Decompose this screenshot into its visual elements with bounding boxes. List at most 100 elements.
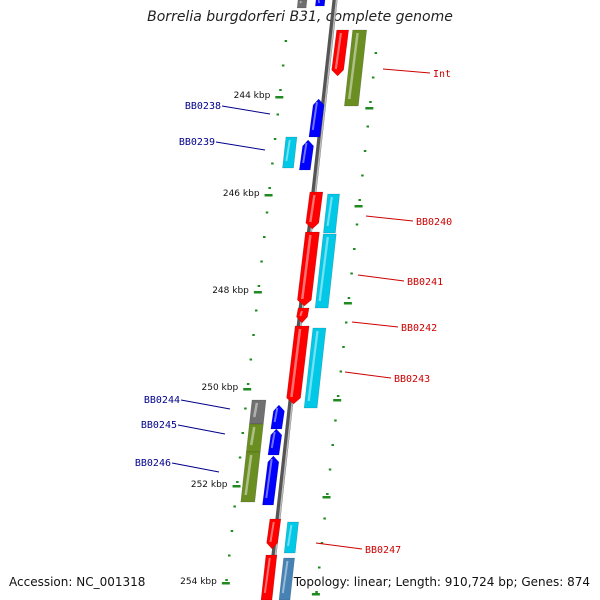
gene-int-red[interactable] (331, 29, 349, 77)
gene-bb0247-red-sheen (269, 521, 275, 543)
gene-bb0247-cyan-sheen (287, 524, 293, 547)
gene-bottom-steel[interactable] (278, 557, 295, 600)
gene-label-bb0239[interactable]: BB0239 (179, 137, 215, 148)
kbp-tick-mark (275, 96, 284, 99)
gene-top-gray[interactable] (296, 0, 308, 9)
left-track-tick (276, 113, 280, 116)
gene-int-olive[interactable] (344, 29, 367, 107)
gene-bb0241-cyan-sheen (318, 236, 329, 302)
gene-label-bb0245[interactable]: BB0245 (141, 420, 177, 431)
kbp-tick-mark-right (343, 302, 352, 305)
right-track-tick (371, 76, 375, 79)
right-track-tick (363, 150, 367, 152)
gene-int-red-sheen (334, 32, 342, 70)
right-track-tick (350, 272, 353, 275)
gene-bb0243-red[interactable] (286, 325, 310, 405)
left-track-tick (241, 432, 244, 434)
gene-bb0243-cyan-sheen (307, 330, 319, 402)
gene-top-blue[interactable] (315, 0, 326, 7)
right-track-tick (323, 517, 326, 520)
gene-bb0245-olive-sheen (249, 426, 256, 446)
gene-bb0238[interactable] (308, 98, 325, 138)
gene-bb0247-red[interactable] (266, 518, 282, 550)
gene-bottom-steel-sheen (281, 560, 289, 594)
right-track-tick (331, 444, 334, 446)
left-track-tick (257, 285, 261, 287)
left-track-tick (233, 505, 236, 508)
right-track-tick (334, 419, 337, 422)
left-track-tick (279, 89, 282, 91)
right-track-tick (326, 493, 329, 495)
gene-label-bb0242[interactable]: BB0242 (401, 323, 437, 334)
accession-text: Accession: NC_001318 (9, 575, 146, 589)
gene-bb0245-blue[interactable] (267, 428, 283, 456)
gene-label-int[interactable]: Int (433, 69, 451, 80)
left-track-tick (246, 383, 250, 385)
gene-bb0240-red[interactable] (305, 191, 324, 230)
gene-bb0240-red-sheen (309, 194, 316, 223)
kbp-tick-label: 246 kbp (223, 189, 260, 199)
gene-label-bb0240[interactable]: BB0240 (416, 217, 452, 228)
kbp-tick-label: 252 kbp (191, 480, 228, 490)
gene-label-bb0243[interactable]: BB0243 (394, 374, 430, 385)
right-track-tick (353, 248, 356, 250)
gene-bb0242-red[interactable] (296, 307, 310, 324)
gene-bb0243-cyan[interactable] (303, 327, 327, 409)
label-leader-line (180, 399, 231, 410)
kbp-tick-label: 248 kbp (212, 286, 249, 296)
right-track-tick (374, 52, 378, 54)
kbp-tick-label: 244 kbp (234, 91, 271, 101)
gene-bb0241-red-sheen (300, 234, 312, 300)
leader-layer (171, 68, 431, 550)
gene-layer (240, 0, 367, 600)
right-track-tick (369, 101, 372, 103)
right-track-tick (328, 468, 332, 471)
kbp-tick-label: 250 kbp (202, 383, 239, 393)
left-track-tick (236, 481, 239, 483)
kbp-tick-mark-right (354, 205, 363, 208)
gene-bb0241-cyan[interactable] (314, 233, 337, 309)
gene-bb0243-red-sheen (290, 328, 302, 398)
gene-bb0246-olive[interactable] (240, 451, 261, 503)
gene-label-bb0238[interactable]: BB0238 (185, 101, 221, 112)
left-track-tick (244, 407, 247, 410)
right-track-tick (320, 542, 324, 544)
left-track-tick (271, 162, 274, 165)
label-leader-line (382, 68, 431, 74)
genome-summary: Topology: linear; Length: 910,724 bp; Ge… (293, 575, 590, 589)
label-leader-line (221, 105, 271, 115)
left-track-tick (228, 554, 231, 557)
kbp-tick-mark-right (322, 496, 331, 499)
gene-label-bb0244[interactable]: BB0244 (144, 395, 180, 406)
left-track-tick (263, 236, 266, 238)
gene-bottom-red[interactable] (260, 554, 278, 600)
kbp-tick-mark (253, 291, 262, 294)
left-track-tick (249, 358, 253, 361)
gene-bb0241-red[interactable] (297, 231, 320, 307)
label-leader-line (351, 321, 399, 328)
gene-bb0238-sheen (311, 101, 318, 131)
gene-bb0244-gray-sheen (253, 402, 259, 418)
gene-bb0247-cyan[interactable] (283, 521, 299, 554)
kbp-tick-mark (232, 485, 241, 488)
left-track-tick (225, 579, 228, 581)
label-leader-line (215, 141, 266, 151)
gene-label-bb0241[interactable]: BB0241 (407, 277, 443, 288)
left-track-tick (254, 309, 258, 312)
gene-label-bb0247[interactable]: BB0247 (365, 545, 401, 556)
label-layer: Int BB0240 BB0241 BB0242 BB0243 BB0247 BB0238 B… (135, 69, 452, 556)
gene-bb0246-olive-sheen (244, 454, 253, 496)
gene-label-bb0246[interactable]: BB0246 (135, 458, 171, 469)
kbp-tick-mark-right (311, 593, 320, 596)
gene-bb0246-blue[interactable] (262, 455, 280, 506)
right-track-tick (366, 125, 370, 128)
gene-bb0240-cyan[interactable] (323, 193, 340, 234)
gene-bb0246-blue-sheen (265, 458, 273, 499)
gene-int-olive-sheen (347, 32, 359, 100)
right-track-tick (355, 223, 359, 226)
left-track-tick (268, 187, 271, 189)
gene-bb0239-blue[interactable] (299, 139, 314, 171)
kbp-tick-mark (243, 388, 252, 391)
gene-bb0239-cyan[interactable] (282, 136, 298, 169)
